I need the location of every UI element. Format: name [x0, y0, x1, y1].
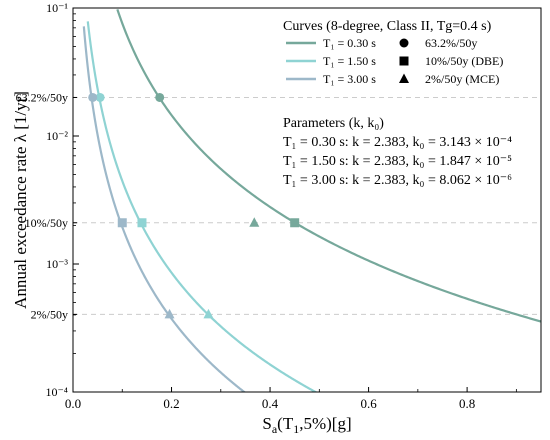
hazard-level-label: 10%/50y [25, 216, 68, 230]
legend: Curves (8-degree, Class II, Tg=0.4 s) T₁… [283, 19, 503, 86]
plot-frame [72, 7, 542, 393]
hazard-level-gridlines [73, 96, 541, 315]
parameters-line-3: T₁ = 3.00 s: k = 2.383, k₀ = 8.062 × 10⁻… [283, 173, 512, 188]
series-3-triangle-marker [164, 308, 175, 319]
series-2-circle-marker [95, 92, 105, 102]
series-1-circle-marker [155, 92, 165, 102]
x-tick-label: 0.4 [262, 396, 279, 411]
y-axis: 10⁻⁴ 10⁻³ 10⁻² 10⁻¹ [45, 1, 79, 399]
y-tick-label: 10⁻¹ [46, 1, 68, 15]
parameters-line-1: T₁ = 0.30 s: k = 2.383, k₀ = 3.143 × 10⁻… [283, 135, 512, 150]
x-tick-label: 0.6 [360, 396, 377, 411]
y-axis-label: Annual exceedance rate λ [1/yr] [11, 91, 30, 309]
series-3-square-marker [117, 218, 127, 228]
legend-marker-label-1: 63.2%/50y [425, 36, 477, 50]
hazard-level-label: 2%/50y [31, 307, 68, 321]
legend-triangle-icon [399, 73, 409, 83]
series-2-triangle-marker [203, 308, 214, 319]
legend-series-label-1: T₁ = 0.30 s [323, 36, 376, 50]
series-3-circle-marker [88, 92, 98, 102]
series-2-square-marker [137, 218, 147, 228]
legend-square-icon [399, 56, 409, 66]
legend-marker-label-2: 10%/50y (DBE) [425, 54, 503, 68]
legend-circle-icon [399, 38, 409, 48]
legend-series-label-3: T₁ = 3.00 s [323, 72, 376, 86]
series-line-1 [116, 9, 541, 323]
legend-series-label-2: T₁ = 1.50 s [323, 54, 376, 68]
parameters-box: Parameters (k, k₀) T₁ = 0.30 s: k = 2.38… [283, 116, 512, 188]
x-tick-label: 0.2 [163, 396, 179, 411]
y-tick-label: 10⁻² [46, 129, 68, 143]
hazard-markers [88, 92, 300, 319]
parameters-line-2: T₁ = 1.50 s: k = 2.383, k₀ = 1.847 × 10⁻… [283, 154, 512, 169]
x-axis: 0.0 0.2 0.4 0.6 0.8 [65, 387, 517, 411]
x-tick-label: 0.0 [65, 396, 81, 411]
x-axis-label: Sa(T1,5%)[g] [262, 414, 351, 436]
series-1-triangle-marker [249, 217, 260, 227]
hazard-level-labels: 63.2%/50y 10%/50y 2%/50y [16, 90, 77, 321]
y-tick-label: 10⁻³ [46, 257, 68, 271]
y-tick-label: 10⁻⁴ [45, 385, 68, 399]
legend-title: Curves (8-degree, Class II, Tg=0.4 s) [283, 19, 492, 34]
hazard-level-label: 63.2%/50y [16, 90, 68, 104]
series-line-2 [86, 21, 318, 392]
legend-marker-label-3: 2%/50y (MCE) [425, 72, 499, 86]
x-tick-label: 0.8 [459, 396, 475, 411]
parameters-title: Parameters (k, k₀) [283, 116, 384, 131]
series-line-3 [82, 26, 247, 392]
series-1-square-marker [290, 218, 300, 228]
hazard-curves [82, 9, 541, 392]
